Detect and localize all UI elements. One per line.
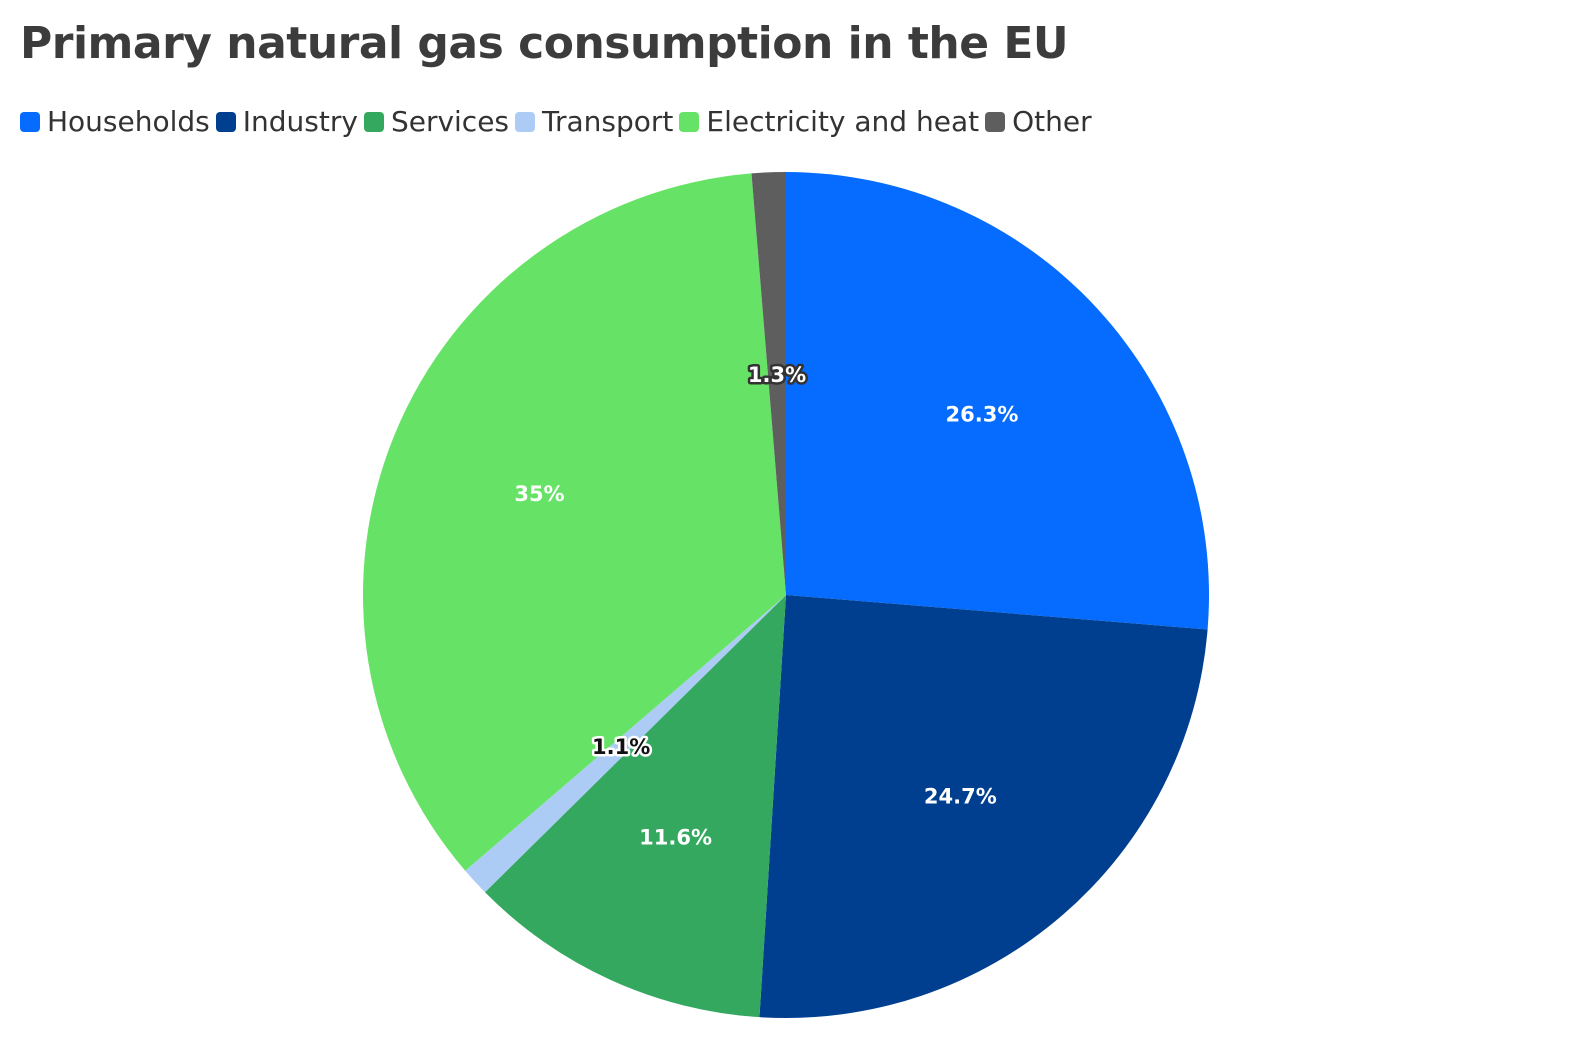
legend-label-other: Other: [1012, 105, 1092, 138]
pie-labels: 26.3% 24.7% 11.6% 1.1% 35% 1.3%: [514, 361, 1019, 850]
pie-label-services: 11.6%: [639, 826, 712, 850]
legend-label-transport: Transport: [542, 105, 674, 138]
pie-label-other: 1.3%: [748, 363, 806, 387]
legend-label-services: Services: [390, 105, 510, 138]
pie-label-industry: 24.7%: [924, 785, 997, 809]
legend-item-services[interactable]: Services: [363, 104, 510, 140]
pie-slice-services[interactable]: [485, 595, 786, 1018]
chart-title: Primary natural gas consumption in the E…: [20, 18, 1069, 69]
legend: Households Industry Services Transport E…: [20, 104, 1098, 140]
legend-swatch-other: [985, 112, 1006, 132]
legend-item-electricity-and-heat[interactable]: Electricity and heat: [679, 104, 979, 140]
pie-slice-households[interactable]: [786, 172, 1209, 630]
legend-swatch-households: [20, 112, 40, 132]
legend-swatch-electricity-and-heat: [679, 112, 700, 132]
legend-label-electricity-and-heat: Electricity and heat: [706, 105, 980, 138]
pie-slice-electricity-and-heat[interactable]: [363, 173, 786, 871]
legend-item-industry[interactable]: Industry: [215, 104, 358, 140]
pie-label-electricity-and-heat: 35%: [514, 482, 564, 506]
pie-label-transport: 1.1%: [592, 735, 650, 759]
pie-slice-industry[interactable]: [759, 595, 1208, 1018]
legend-swatch-services: [363, 112, 384, 132]
legend-item-other[interactable]: Other: [985, 104, 1092, 140]
pie-slice-transport[interactable]: [465, 595, 786, 893]
pie-label-households: 26.3%: [946, 402, 1019, 426]
legend-swatch-transport: [515, 112, 536, 132]
pie-slice-other[interactable]: [751, 172, 786, 595]
legend-label-industry: Industry: [242, 105, 358, 138]
pie-slices: [363, 172, 1209, 1018]
legend-item-households[interactable]: Households: [20, 104, 210, 140]
legend-label-households: Households: [47, 105, 210, 138]
legend-swatch-industry: [215, 112, 236, 132]
legend-item-transport[interactable]: Transport: [515, 104, 673, 140]
